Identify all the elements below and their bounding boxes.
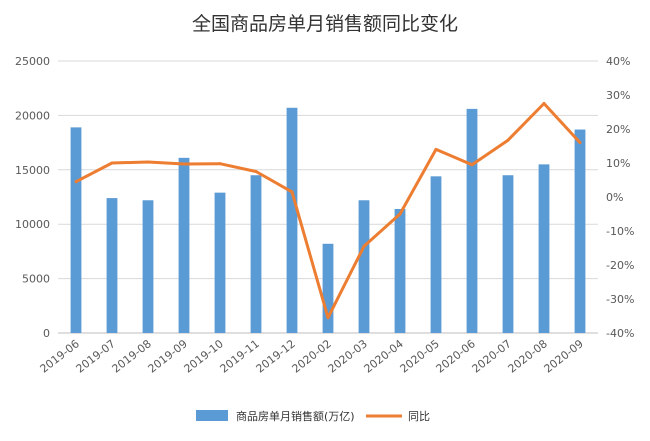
x-tick-label: 2019-09: [146, 337, 190, 376]
left-tick-label: 20000: [15, 109, 50, 122]
legend-label-yoy: 同比: [408, 410, 430, 423]
right-tick-label: 40%: [606, 55, 630, 68]
x-tick-label: 2019-07: [74, 337, 118, 376]
right-tick-label: -10%: [606, 225, 634, 238]
yoy-point: [146, 160, 150, 164]
left-tick-label: 15000: [15, 164, 50, 177]
yoy-point: [74, 180, 78, 184]
yoy-point: [506, 138, 510, 142]
yoy-point: [578, 141, 582, 145]
legend-swatch-sales: [196, 410, 228, 421]
bar: [178, 157, 190, 333]
yoy-point: [254, 170, 258, 173]
left-tick-label: 10000: [15, 218, 50, 231]
left-tick-label: 0: [43, 327, 50, 340]
yoy-point: [218, 162, 222, 166]
bar: [70, 127, 82, 333]
x-tick-label: 2020-05: [398, 337, 442, 376]
right-tick-label: 10%: [606, 157, 630, 170]
bar: [538, 164, 550, 333]
bar: [286, 107, 298, 333]
yoy-point: [470, 163, 474, 167]
x-axis-ticks: 2019-062019-072019-082019-092019-102019-…: [38, 337, 586, 376]
left-tick-label: 25000: [15, 55, 50, 68]
right-tick-label: -40%: [606, 327, 634, 340]
bar: [358, 200, 370, 333]
bar: [502, 175, 514, 333]
chart-title: 全国商品房单月销售额同比变化: [192, 13, 458, 35]
bar: [466, 108, 478, 333]
bar: [394, 208, 406, 333]
x-tick-label: 2020-06: [434, 337, 478, 376]
x-tick-label: 2020-02: [290, 337, 334, 376]
yoy-point: [326, 316, 330, 320]
yoy-point: [290, 190, 294, 194]
bar-series: [70, 107, 586, 333]
yoy-point: [110, 161, 114, 165]
x-tick-label: 2019-06: [38, 337, 82, 376]
x-tick-label: 2019-11: [218, 337, 262, 376]
x-tick-label: 2020-07: [470, 337, 514, 376]
bar: [250, 175, 262, 333]
right-axis-ticks: -40% -30% -20% -10% 0% 10% 20% 30% 40%: [606, 55, 634, 340]
legend: 商品房单月销售额(万亿) 同比: [196, 409, 430, 423]
bar: [142, 200, 154, 333]
line-series: [74, 102, 582, 320]
x-tick-label: 2019-10: [182, 337, 226, 376]
x-tick-label: 2020-03: [326, 337, 370, 376]
right-tick-label: 20%: [606, 123, 630, 136]
x-tick-label: 2020-09: [542, 337, 586, 376]
yoy-point: [542, 102, 546, 105]
yoy-point: [434, 147, 438, 151]
bar: [574, 129, 586, 333]
yoy-point: [398, 212, 402, 216]
left-tick-label: 5000: [22, 273, 50, 286]
right-tick-label: -30%: [606, 293, 634, 306]
yoy-point: [182, 162, 186, 166]
bar: [214, 192, 226, 333]
bar: [430, 176, 442, 333]
x-tick-label: 2020-04: [362, 337, 406, 376]
yoy-point: [362, 244, 366, 248]
bar: [322, 243, 334, 333]
right-tick-label: 30%: [606, 89, 630, 102]
legend-label-sales: 商品房单月销售额(万亿): [236, 409, 355, 423]
bar: [106, 198, 118, 333]
right-tick-label: -20%: [606, 259, 634, 272]
x-tick-label: 2020-08: [506, 337, 550, 376]
x-tick-label: 2019-12: [254, 337, 298, 376]
x-tick-label: 2019-08: [110, 337, 154, 376]
left-axis-ticks: 0 5000 10000 15000 20000 25000: [15, 55, 50, 340]
right-tick-label: 0%: [606, 191, 623, 204]
